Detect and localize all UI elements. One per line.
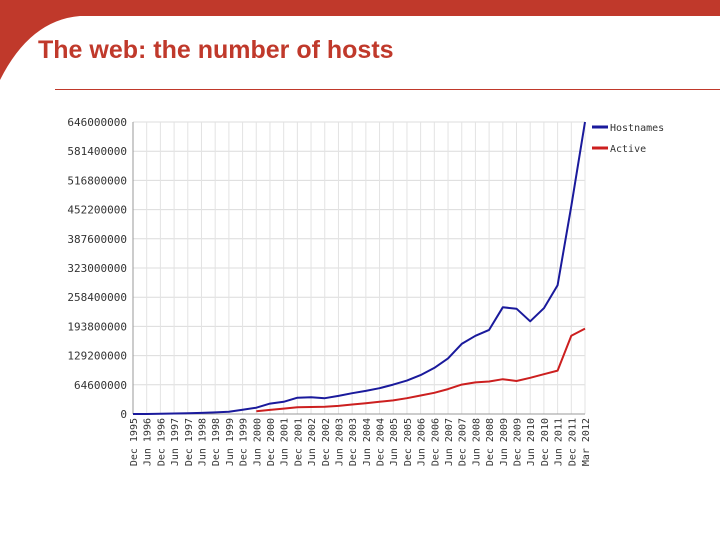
- x-tick-label: Jun 2007: [444, 418, 455, 466]
- title-divider: [55, 89, 720, 90]
- x-tick-label: Dec 1998: [211, 418, 222, 466]
- series-line-hostnames: [133, 121, 586, 415]
- slide-title: The web: the number of hosts: [38, 36, 394, 64]
- y-tick-label: 452200000: [67, 204, 127, 217]
- x-tick-label: Dec 1995: [129, 418, 140, 466]
- x-tick-label: Dec 2005: [403, 418, 414, 466]
- x-tick-label: Dec 2008: [485, 418, 496, 466]
- x-tick-label: Jun 2009: [499, 418, 510, 466]
- x-tick-label: Dec 2003: [348, 418, 359, 466]
- x-tick-label: Jun 1996: [143, 418, 154, 466]
- x-tick-label: Dec 2007: [458, 418, 469, 466]
- x-tick-label: Jun 2001: [280, 418, 291, 466]
- x-tick-label: Jun 2004: [362, 418, 373, 466]
- legend-label: Active: [610, 144, 646, 155]
- x-tick-label: Dec 1996: [156, 418, 167, 466]
- y-tick-label: 129200000: [67, 350, 127, 363]
- x-tick-label: Dec 2006: [430, 418, 441, 466]
- x-tick-label: Jun 2000: [252, 418, 263, 466]
- x-tick-label: Jun 2011: [554, 418, 565, 466]
- x-tick-label: Jun 1999: [225, 418, 236, 466]
- x-tick-label: Jun 2003: [334, 418, 345, 466]
- y-tick-label: 0: [120, 408, 127, 421]
- x-tick-label: Dec 2001: [293, 418, 304, 466]
- x-tick-label: Dec 2002: [321, 418, 332, 466]
- y-tick-label: 581400000: [67, 145, 127, 158]
- y-tick-label: 387600000: [67, 233, 127, 246]
- series-line-active: [256, 327, 586, 413]
- x-tick-label: Jun 2002: [307, 418, 318, 466]
- x-tick-label: Dec 2009: [513, 418, 524, 466]
- x-tick-label: Dec 2011: [567, 418, 578, 466]
- x-tick-label: Dec 1999: [239, 418, 250, 466]
- y-tick-label: 193800000: [67, 320, 127, 333]
- y-tick-label: 646000000: [67, 116, 127, 129]
- x-tick-label: Jun 2010: [526, 418, 537, 466]
- y-tick-label: 258400000: [67, 291, 127, 304]
- title-accent-shape: [0, 0, 720, 80]
- x-tick-label: Jun 1998: [197, 418, 208, 466]
- y-tick-label: 323000000: [67, 262, 127, 275]
- x-tick-label: Dec 2000: [266, 418, 277, 466]
- x-tick-label: Jun 2005: [389, 418, 400, 466]
- x-tick-label: Jun 1997: [170, 418, 181, 466]
- x-tick-label: Jun 2006: [417, 418, 428, 466]
- y-tick-label: 516800000: [67, 174, 127, 187]
- grid: [132, 121, 586, 415]
- axes: 6460000005814000005168000004522000003876…: [67, 116, 592, 466]
- legend: Hostnames Active: [592, 123, 664, 155]
- x-tick-label: Dec 2010: [540, 418, 551, 466]
- x-tick-label: Jun 2008: [471, 418, 482, 466]
- x-tick-label: Dec 2004: [376, 418, 387, 466]
- y-tick-label: 64600000: [74, 379, 127, 392]
- series-lines: [133, 121, 586, 415]
- x-tick-label: Dec 1997: [184, 418, 195, 466]
- legend-label: Hostnames: [610, 123, 664, 134]
- x-tick-label: Mar 2012: [581, 418, 592, 466]
